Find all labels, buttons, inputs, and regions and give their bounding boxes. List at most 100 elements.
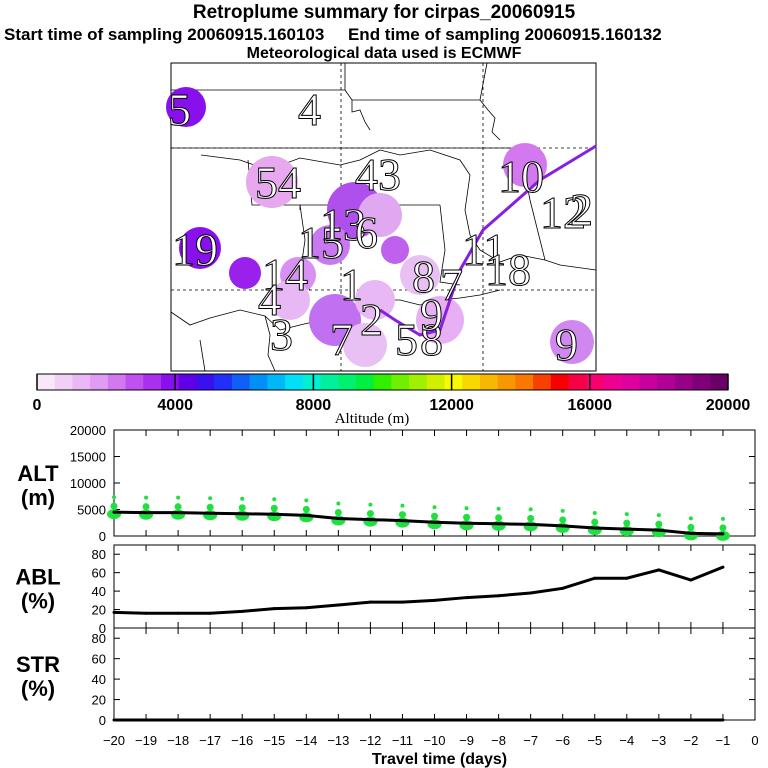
state-border <box>439 204 461 286</box>
state-border <box>379 149 481 251</box>
colorbar-swatch <box>479 374 499 390</box>
x-tick-label: −19 <box>135 733 157 748</box>
plume-circle <box>550 320 594 364</box>
colorbar-swatch <box>426 374 446 390</box>
data-point <box>561 718 565 722</box>
colorbar-label: Altitude (m) <box>335 411 410 427</box>
colorbar-swatch <box>143 374 162 390</box>
y-tick-label: 5000 <box>77 503 106 518</box>
data-point <box>465 521 469 525</box>
day-label: 13 <box>320 199 366 250</box>
alt-marker <box>528 507 533 512</box>
alt-marker <box>174 503 182 511</box>
panel-frame <box>113 627 756 721</box>
x-tick-label: −1 <box>716 733 731 748</box>
alt-marker <box>431 512 438 520</box>
alt-marker <box>206 503 214 511</box>
plume-circles <box>166 87 594 367</box>
x-tick-label: −10 <box>423 733 445 748</box>
y-tick-label: 10000 <box>70 476 106 491</box>
met-data-label: Meteorological data used is ECMWF <box>246 45 522 62</box>
day-label: 2 <box>360 294 383 345</box>
state-border <box>479 249 597 271</box>
x-tick-label: −3 <box>651 733 666 748</box>
start-time-label: Start time of sampling 20060915.160103 <box>4 25 325 44</box>
colorbar-swatch <box>178 374 197 390</box>
data-point <box>497 522 501 526</box>
x-tick-label: −18 <box>167 733 189 748</box>
y-tick-label: 60 <box>92 652 106 667</box>
data-point <box>336 718 340 722</box>
day-label: 9 <box>555 319 578 370</box>
data-point <box>529 591 533 595</box>
colorbar-swatch <box>533 374 552 390</box>
colorbar-swatch <box>497 374 516 390</box>
coastline <box>170 309 281 331</box>
data-point <box>176 718 180 722</box>
x-tick-label: −16 <box>231 733 253 748</box>
plume-circle <box>270 280 310 320</box>
alt-marker <box>110 502 118 510</box>
alt-marker <box>208 496 213 501</box>
alt-marker <box>623 519 631 527</box>
plume-circle <box>343 323 387 367</box>
x-tick-label: −7 <box>523 733 538 748</box>
plume-circle <box>400 255 440 295</box>
data-point <box>240 512 244 516</box>
plume-circle <box>310 225 350 265</box>
data-point <box>400 718 404 722</box>
panel-yunit: (%) <box>21 676 55 701</box>
x-tick-label: −14 <box>295 733 317 748</box>
plume-circle <box>503 143 547 187</box>
day-label: 10 <box>498 151 544 202</box>
data-point <box>625 576 629 580</box>
colorbar-swatch <box>54 374 73 390</box>
data-point <box>176 611 180 615</box>
data-point <box>433 598 436 602</box>
alt-marker <box>719 524 727 532</box>
data-point <box>304 718 308 722</box>
state-border <box>479 99 501 141</box>
x-tick-label: −5 <box>587 733 602 748</box>
alt-marker <box>560 508 565 513</box>
data-point <box>689 578 693 582</box>
y-tick-label: 80 <box>92 547 106 562</box>
data-point <box>561 524 565 528</box>
altitude-colorbar: 0 4000 8000 12000 16000 20000 Altitude (m) <box>33 373 750 427</box>
alt-marker <box>176 495 181 500</box>
x-tick-label: 0 <box>751 733 758 748</box>
colorbar-swatch <box>621 374 640 390</box>
data-point <box>497 594 501 598</box>
trajectory-line <box>379 144 597 337</box>
data-point <box>465 596 469 600</box>
data-point <box>625 527 629 531</box>
colorbar-swatch <box>391 374 410 390</box>
data-point <box>721 532 725 536</box>
state-border <box>344 89 371 131</box>
data-point <box>272 718 276 722</box>
colorbar-swatch <box>639 374 658 390</box>
alt-marker <box>272 497 277 502</box>
x-tick-label: −13 <box>327 733 349 748</box>
alt-marker <box>591 518 599 526</box>
colorbar-swatch <box>249 374 268 390</box>
data-point <box>497 718 501 722</box>
panel-yunit: (%) <box>21 589 55 614</box>
y-tick-label: 20000 <box>70 423 106 438</box>
plume-circle <box>246 156 298 208</box>
alt-marker <box>656 513 661 518</box>
data-point <box>625 718 629 722</box>
data-point <box>112 610 116 614</box>
panel-ylabel: ABL <box>15 565 60 590</box>
day-label: 11 <box>462 224 506 275</box>
day-label: 8 <box>412 251 435 302</box>
alt-marker <box>655 520 663 528</box>
day-label: 43 <box>355 149 401 200</box>
colorbar-swatch <box>674 374 694 390</box>
data-point <box>721 718 725 722</box>
alt-marker <box>527 514 535 522</box>
colorbar-swatch <box>267 374 286 390</box>
colorbar-swatch <box>568 374 587 390</box>
state-border <box>352 62 488 101</box>
colorbar-tick-label: 12000 <box>429 397 474 414</box>
